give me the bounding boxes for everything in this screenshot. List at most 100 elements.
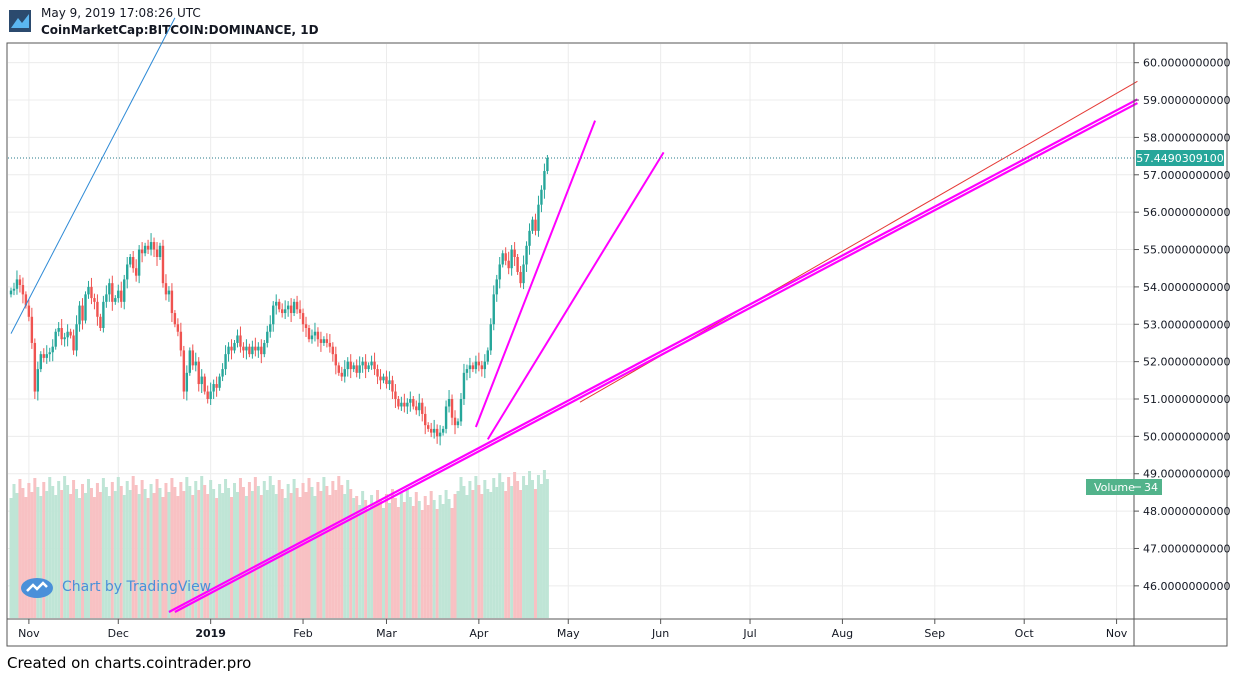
candle-body [459,399,463,422]
volume-bar [367,509,371,618]
candle-body [99,316,102,328]
volume-bar [399,493,403,618]
volume-bar [408,497,412,618]
candle-body [349,361,352,370]
volume-bar [84,493,87,618]
volume-bar [328,495,332,618]
x-tick-label: Mar [376,627,397,640]
volume-bar [12,484,16,618]
volume-bar [498,473,502,618]
volume-bar [447,499,451,618]
candle-body [54,331,57,347]
volume-bar [387,503,391,618]
candle-body [45,354,48,358]
candle-body [546,157,549,172]
candle-body [9,290,13,295]
volume-bar [69,494,73,618]
volume-bar [78,498,82,618]
volume-bar [215,498,219,618]
volume-bar [152,493,156,618]
candle-body [471,365,475,370]
volume-bar [149,484,153,618]
candle-body [394,391,397,399]
candle-body [188,350,191,373]
candle-body [24,294,28,306]
volume-bar [471,490,475,618]
candle-body [146,245,150,250]
candle-body [114,298,117,302]
candle-body [36,369,40,392]
candle-body [322,339,326,343]
volume-bar [528,471,532,618]
candle-body [492,294,495,325]
volume-bar [259,495,263,618]
y-tick-label: 46.0000000000 [1143,580,1230,593]
candle-body [498,264,501,280]
candle-body [242,346,245,351]
volume-bar [474,476,478,618]
candle-body [403,402,406,407]
volume-bar [241,487,245,618]
candle-body [161,245,165,284]
candle-body [173,313,177,325]
candle-body [310,335,314,340]
price-chart[interactable]: 60.0000000000 59.0000000000 58.0000000000 5… [0,0,1234,650]
volume-bar [209,480,213,618]
magenta-channel-lower [486,151,665,440]
candle-body [254,346,257,351]
volume-bar [182,491,186,618]
candle-body [12,288,16,291]
x-tick-label: May [557,627,580,640]
volume-bar [92,497,96,618]
y-tick-label: 50.0000000000 [1143,430,1230,443]
volume-bar [104,487,108,618]
volume-badge [1086,479,1162,495]
volume-bar [212,489,216,618]
volume-bar [307,478,311,618]
volume-bar [134,485,138,618]
candle-body [218,376,221,388]
volume-bar [525,485,529,618]
candle-body [307,328,311,340]
volume-bar [161,497,165,618]
volume-bar [361,491,365,618]
candle-body [120,290,123,302]
candle-body [453,417,457,426]
candle-body [212,384,215,392]
volume-bar [417,501,421,618]
volume-bar [542,470,546,618]
volume-bar [426,505,430,618]
volume-bar [414,492,418,618]
volume-bar [15,493,19,618]
volume-bar [379,499,383,618]
blue-trendline [10,17,176,334]
volume-bar [390,489,394,618]
candle-body [206,391,209,399]
volume-bar [128,490,132,618]
candle-body [510,249,513,269]
volume-bar [224,479,228,618]
candle-body [176,324,180,332]
volume-bar [33,478,37,618]
candle-body [251,346,254,355]
magenta-channel-upper [474,120,597,428]
volume-bar [42,482,46,618]
volume-bar [247,482,251,618]
x-tick-label: Feb [293,627,312,640]
candle-body [331,346,335,355]
x-tick-label: Jul [742,627,756,640]
candle-body [158,245,162,257]
candle-body [137,249,141,276]
volume-bar [173,487,177,618]
volume-label: Volume [1094,481,1135,494]
candle-body [93,298,96,302]
candle-body [456,421,460,426]
candle-body [278,301,281,310]
volume-bar [21,488,25,618]
x-tick-label: Nov [18,627,40,640]
candle-body [513,249,516,257]
candle-body [39,354,42,370]
candle-body [90,286,93,299]
candle-body [391,380,394,392]
candle-body [355,365,358,373]
